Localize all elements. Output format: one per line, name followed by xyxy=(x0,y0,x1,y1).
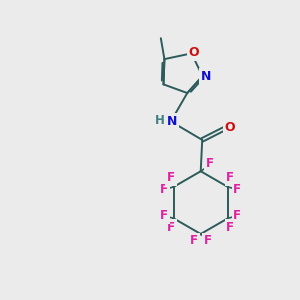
Text: N: N xyxy=(201,70,211,83)
Text: F: F xyxy=(226,171,234,184)
Text: F: F xyxy=(233,183,241,196)
Text: N: N xyxy=(167,115,178,128)
Text: H: H xyxy=(154,114,164,127)
Text: F: F xyxy=(167,221,175,234)
Text: F: F xyxy=(206,157,214,170)
Text: F: F xyxy=(226,221,234,234)
Text: F: F xyxy=(160,183,168,196)
Text: F: F xyxy=(190,234,198,247)
Text: O: O xyxy=(225,122,235,134)
Text: F: F xyxy=(233,209,241,222)
Text: F: F xyxy=(203,234,211,247)
Text: O: O xyxy=(188,46,199,59)
Text: F: F xyxy=(160,209,168,222)
Text: F: F xyxy=(167,171,175,184)
